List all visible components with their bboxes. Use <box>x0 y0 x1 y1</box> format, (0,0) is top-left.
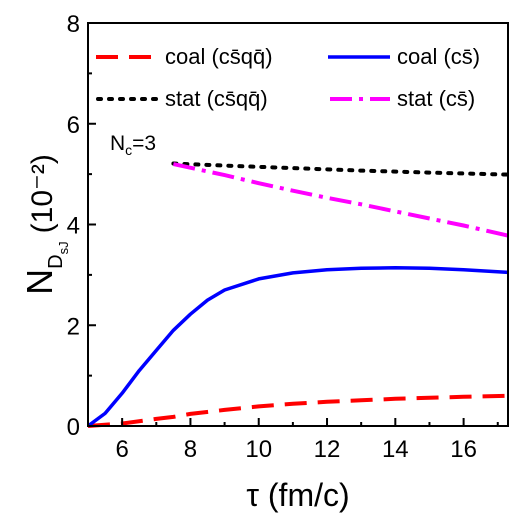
y-axis-title-unit: (10⁻²) <box>26 154 59 233</box>
nc-annotation-sub: c <box>125 142 132 158</box>
series-line-3 <box>171 161 509 177</box>
x-tick-label: 16 <box>450 436 477 463</box>
series-line-2 <box>86 266 509 428</box>
legend-label-1: coal (cs̄qq̄) <box>165 44 273 69</box>
series-layer <box>86 161 509 428</box>
nc-annotation-main: N <box>110 132 125 155</box>
x-tick-label: 10 <box>245 436 272 463</box>
axis-ticks: 6 8 10 12 14 16 0 2 4 6 8 <box>67 11 499 463</box>
x-axis-title: τ (fm/c) <box>246 477 349 513</box>
y-tick-label: 0 <box>67 414 80 441</box>
plot-frame <box>87 22 509 427</box>
series-line-4 <box>172 162 509 238</box>
nc-annotation: Nc=3 <box>110 132 156 158</box>
legend: coal (cs̄qq̄) coal (cs̄) stat (cs̄qq̄) stat… <box>96 44 480 111</box>
y-tick-label: 2 <box>67 313 80 340</box>
x-tick-label: 14 <box>382 436 409 463</box>
legend-label-4: stat (cs̄) <box>397 86 475 111</box>
nc-annotation-rest: =3 <box>132 132 156 155</box>
y-tick-label: 4 <box>67 213 80 240</box>
legend-label-3: stat (cs̄qq̄) <box>165 86 268 111</box>
y-tick-label: 6 <box>67 112 80 139</box>
series-line-1 <box>87 393 509 428</box>
legend-label-2: coal (cs̄) <box>397 44 480 69</box>
x-tick-label: 8 <box>184 436 197 463</box>
x-tick-label: 6 <box>115 436 128 463</box>
x-tick-label: 12 <box>314 436 341 463</box>
y-axis-title: NDsJ (10⁻²) <box>19 154 71 295</box>
y-tick-label: 8 <box>67 11 80 38</box>
y-axis-title-subsub: sJ <box>56 241 71 254</box>
y-axis-title-text: NDsJ (10⁻²) <box>19 154 71 295</box>
y-axis-title-sub: D <box>45 254 67 268</box>
y-axis-title-main: N <box>19 269 60 295</box>
